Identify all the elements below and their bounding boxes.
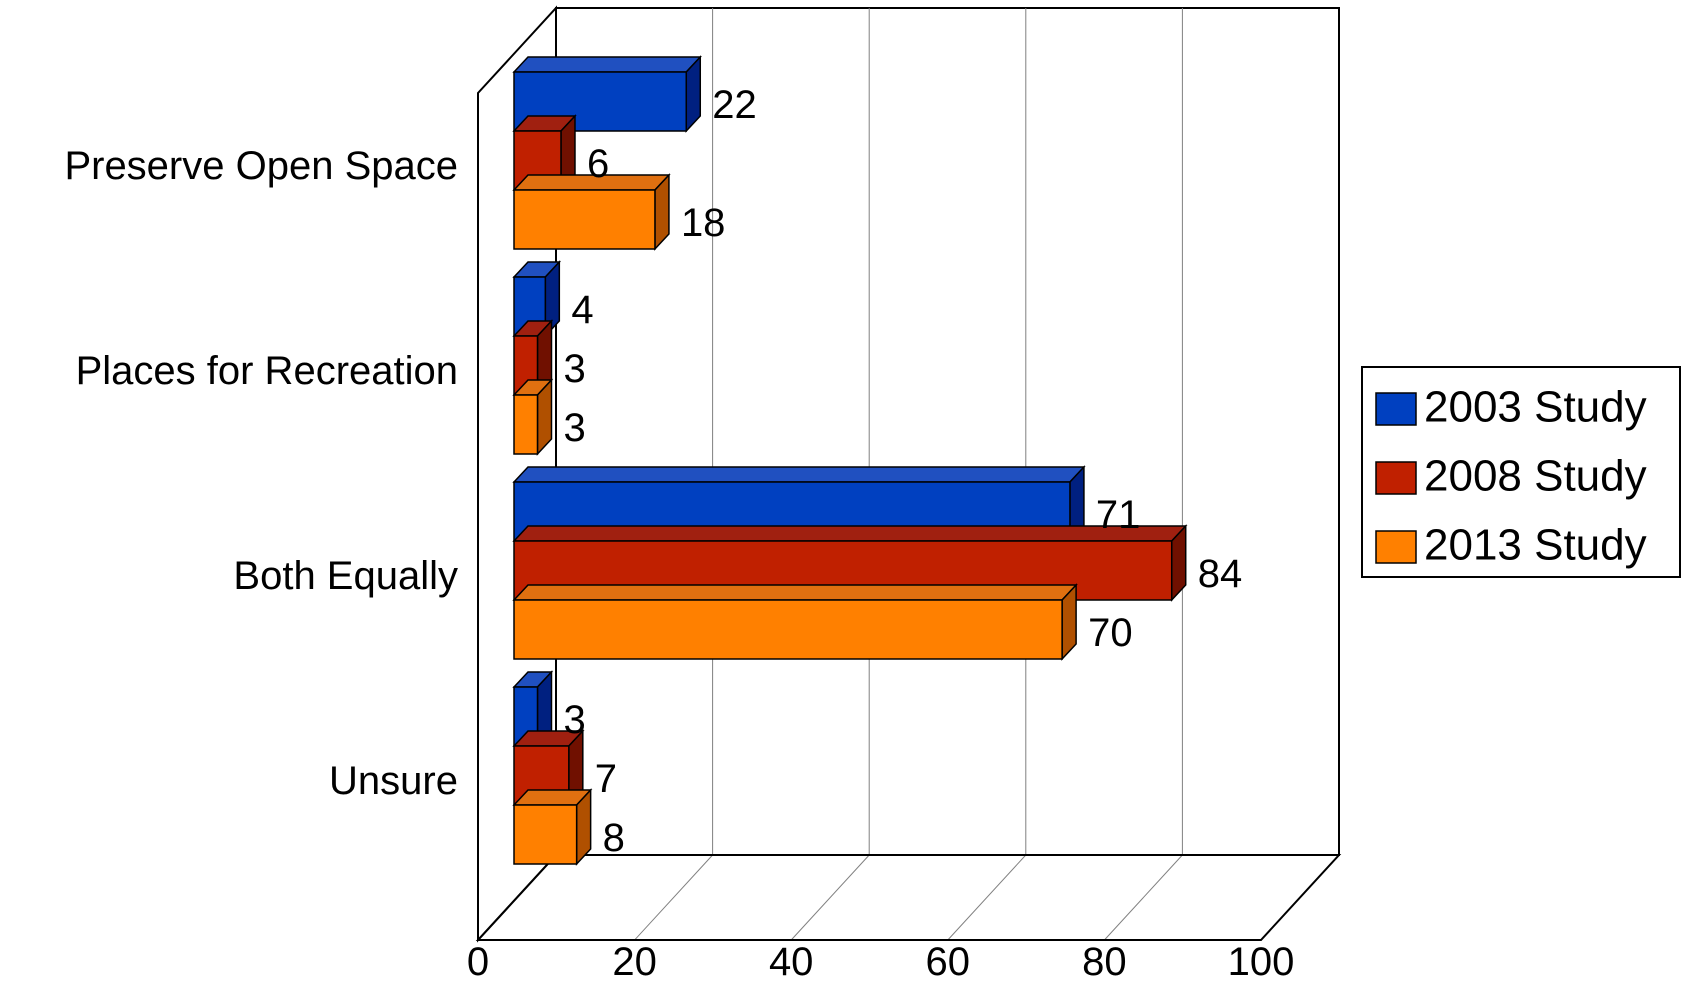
data-label-unsure-2013-study: 8 [603,816,625,860]
gridlines [634,8,1340,941]
x-tick-20: 20 [612,940,657,984]
bars [512,55,1188,866]
bar-preserve-open-space-2013-study [512,173,671,251]
floor-gridline [634,854,713,941]
legend-item-2013-study: 2013 Study [1375,521,1647,570]
legend-swatch [1375,392,1417,426]
data-label-both-equally-2013-study: 70 [1088,611,1133,655]
bar-preserve-open-space-2003-study [512,55,702,133]
floor-outline [475,854,1342,941]
legend: 2003 Study 2008 Study 2013 Study [1361,366,1681,578]
x-tick-0: 0 [467,940,489,984]
back-wall [555,7,1340,856]
data-label-both-equally-2003-study: 71 [1096,493,1141,537]
legend-label: 2013 Study [1424,521,1647,570]
category-label-both-equally: Both Equally [233,554,458,598]
chart-floor [475,854,1342,941]
data-label-places-for-recreation-2008-study: 3 [563,347,585,391]
data-label-preserve-open-space-2013-study: 18 [681,201,726,245]
x-tick-100: 100 [1228,940,1295,984]
floor-gridline [790,854,870,941]
legend-swatch [1375,461,1417,495]
data-label-both-equally-2008-study: 84 [1198,552,1243,596]
legend-swatch [1375,530,1417,564]
data-label-unsure-2003-study: 3 [563,698,585,742]
data-label-unsure-2008-study: 7 [595,757,617,801]
legend-label: 2008 Study [1424,452,1647,501]
bar-unsure-2013-study [512,788,593,866]
legend-item-2008-study: 2008 Study [1375,452,1647,501]
floor-gridline [1104,854,1183,941]
data-label-preserve-open-space-2008-study: 6 [587,142,609,186]
bar-both-equally-2013-study [512,583,1078,661]
legend-label: 2003 Study [1424,383,1647,432]
legend-item-2003-study: 2003 Study [1375,383,1647,432]
bar-places-for-recreation-2008-study [512,319,554,397]
category-label-places-for-recreation: Places for Recreation [76,349,458,393]
floor-gridline [947,854,1027,941]
x-tick-60: 60 [926,940,971,984]
category-label-unsure: Unsure [329,759,458,803]
bar-places-for-recreation-2013-study [512,378,554,456]
x-tick-40: 40 [769,940,814,984]
data-label-places-for-recreation-2003-study: 4 [571,288,593,332]
data-label-places-for-recreation-2013-study: 3 [563,406,585,450]
category-labels: Preserve Open Space Places for Recreation… [64,144,458,803]
category-label-preserve-open-space: Preserve Open Space [64,144,458,188]
x-tick-labels: 0 20 40 60 80 100 [467,940,1295,984]
data-label-preserve-open-space-2003-study: 22 [712,83,757,127]
x-tick-80: 80 [1082,940,1127,984]
